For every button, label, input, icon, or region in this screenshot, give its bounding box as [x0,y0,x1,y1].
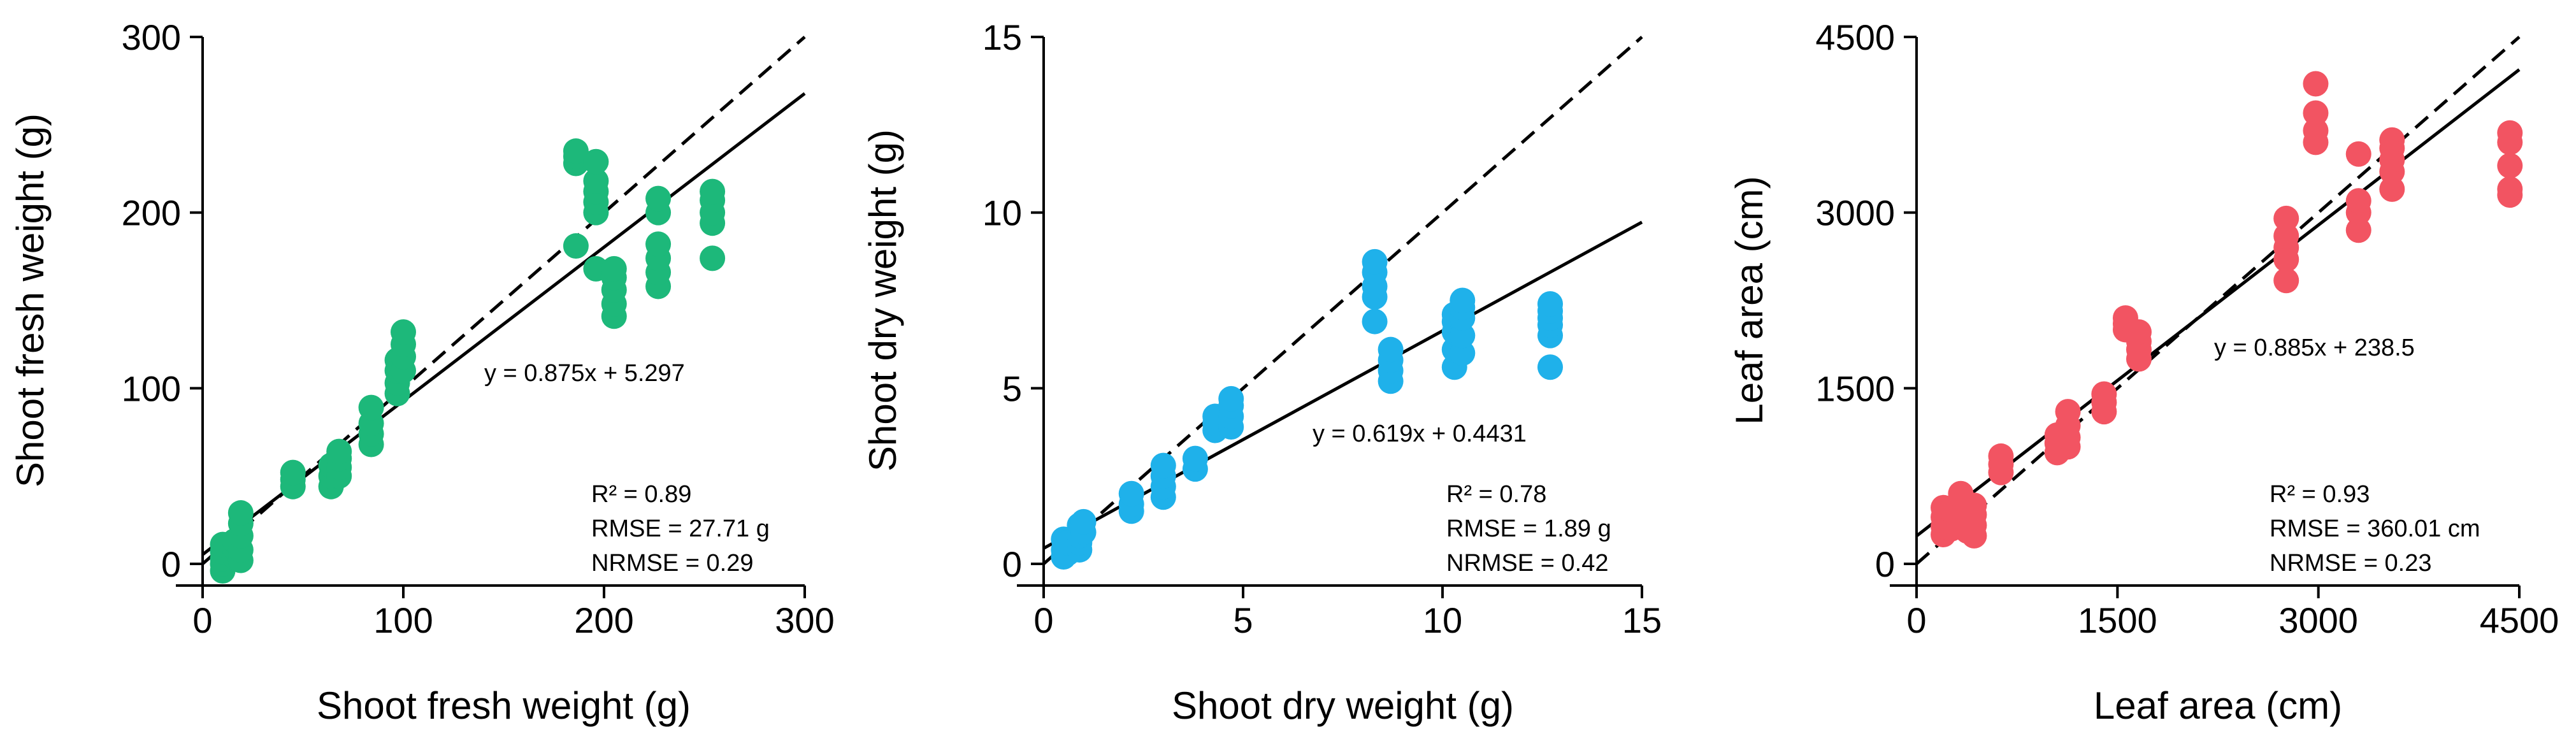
data-point [2303,118,2329,144]
stat-line: R² = 0.78 [1446,481,1546,508]
x-tick-label: 10 [1423,600,1462,640]
stat-line: NRMSE = 0.29 [591,550,754,577]
data-point [1218,385,1244,412]
data-point [2126,319,2152,345]
data-point [563,233,589,259]
stat-line: NRMSE = 0.23 [2270,550,2432,577]
x-tick-label: 4500 [2480,600,2559,640]
data-point [700,178,726,205]
y-tick-label: 100 [122,368,181,408]
data-point [2303,71,2329,97]
data-point [1118,480,1144,507]
data-point [2273,268,2299,294]
y-tick-label: 0 [1002,544,1022,584]
data-point [227,500,254,526]
data-point [1362,308,1388,334]
x-tick-label: 0 [192,600,212,640]
regression-equation: y = 0.885x + 238.5 [2214,334,2415,361]
data-point [583,148,609,175]
y-axis-title: Leaf area (cm) [1728,176,1771,424]
y-tick-label: 1500 [1815,368,1895,408]
x-tick-label: 15 [1622,600,1662,640]
data-point [1450,287,1476,313]
data-point [601,255,627,282]
data-point [645,185,672,212]
data-point [358,394,384,421]
regression-line [1915,68,2521,538]
data-point [1988,443,2014,469]
x-axis-title: Leaf area (cm) [2094,684,2342,727]
x-tick-label: 0 [1906,600,1926,640]
data-point [645,231,672,257]
y-tick-label: 3000 [1815,193,1895,233]
y-tick-label: 0 [1875,544,1895,584]
stat-line: R² = 0.89 [591,481,691,508]
x-axis-title: Shoot dry weight (g) [1172,684,1514,727]
one-to-one-line [1915,36,2521,565]
data-point [2345,217,2371,243]
x-tick-label: 200 [574,600,633,640]
data-point [326,438,352,464]
data-point [1537,291,1564,317]
data-point [1378,336,1404,363]
scatter-panel-1: 0 100 200 300 0 100 200 300 Shoot fresh weight (… [9,17,835,727]
data-point [583,168,609,194]
regression-equation: y = 0.875x + 5.297 [484,360,685,387]
data-point [391,319,416,345]
one-to-one-line [1042,36,1643,565]
data-point [563,138,589,164]
y-axis-title: Shoot dry weight (g) [861,129,904,471]
data-point [2273,223,2299,249]
x-tick-label: 100 [373,600,433,640]
scatter-panel-3: 0 1500 3000 4500 0 1500 3000 4500 Leaf area (cm)… [1728,17,2559,727]
data-point [2379,176,2405,202]
stat-line: RMSE = 360.01 cm [2270,515,2480,542]
y-tick-label: 4500 [1815,17,1895,57]
data-point [1182,445,1208,471]
data-point [2345,188,2371,214]
y-tick-label: 15 [982,17,1022,57]
data-point [2091,381,2117,407]
data-point [2303,100,2329,126]
x-tick-label: 3000 [2278,600,2358,640]
data-point [2055,399,2081,425]
data-point [1450,340,1476,366]
stat-line: RMSE = 1.89 g [1446,515,1611,542]
data-point [2345,141,2371,167]
stat-line: R² = 0.93 [2270,481,2370,508]
data-point [700,245,726,271]
y-axis-title: Shoot fresh weight (g) [9,113,52,487]
x-tick-label: 300 [775,600,834,640]
scatter-panel-2: 0 5 10 15 0 5 10 15 Shoot dry weight (g) Shoot dr… [861,17,1662,727]
x-axis-title: Shoot fresh weight (g) [317,684,691,727]
regression-equation: y = 0.619x + 0.4431 [1313,421,1527,447]
data-point [1961,493,1987,519]
x-tick-label: 5 [1233,600,1253,640]
y-tick-label: 300 [122,17,181,57]
y-tick-label: 200 [122,193,181,233]
data-point [2497,153,2523,179]
data-point [1450,322,1476,349]
data-point [1362,248,1388,275]
data-point [1537,354,1564,380]
y-tick-label: 0 [161,544,181,584]
data-point [2497,120,2523,146]
stat-line: RMSE = 27.71 g [591,515,770,542]
y-tick-label: 10 [982,193,1022,233]
data-point [1070,508,1097,535]
y-tick-label: 5 [1002,368,1022,408]
data-point [1150,452,1176,478]
data-point [280,459,306,485]
data-point [2497,176,2523,202]
x-tick-label: 1500 [2078,600,2157,640]
stat-line: NRMSE = 0.42 [1446,550,1609,577]
data-point [2379,127,2405,153]
data-point [2273,205,2299,231]
x-tick-label: 0 [1033,600,1053,640]
